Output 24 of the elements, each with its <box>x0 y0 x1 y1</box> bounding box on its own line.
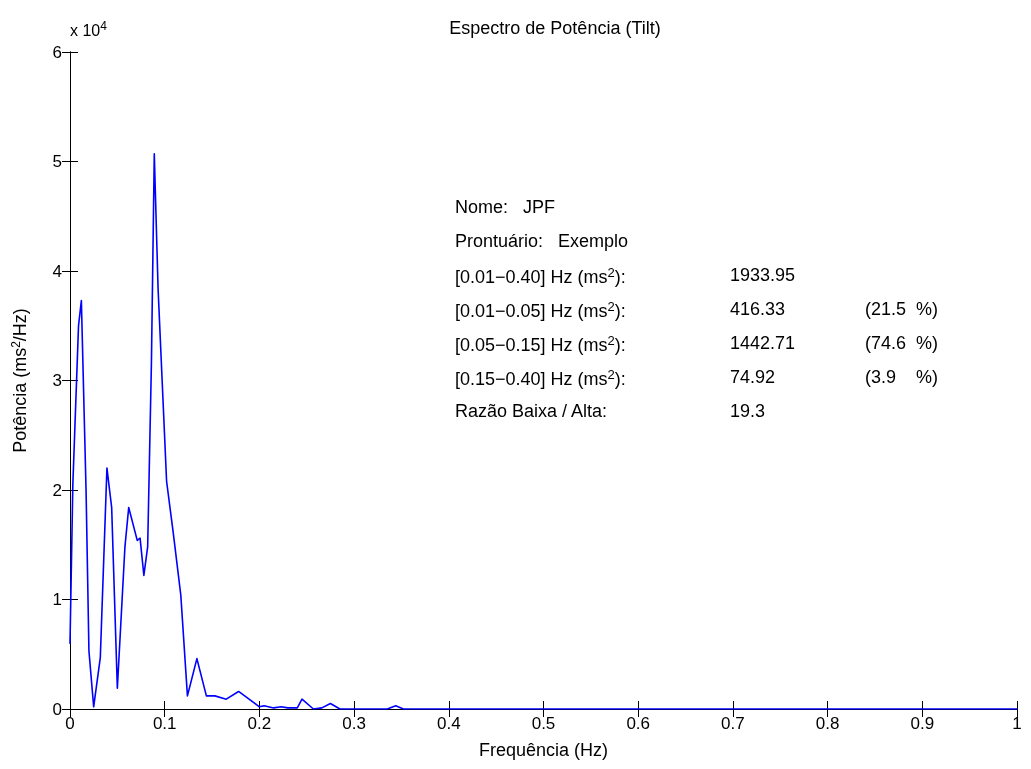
x-tick-label: 0.8 <box>815 714 840 733</box>
chart-title: Espectro de Potência (Tilt) <box>449 18 661 38</box>
y-tick-label: 2 <box>52 480 62 500</box>
y-tick-label: 3 <box>52 371 62 390</box>
line-series <box>69 153 1018 710</box>
y-tick-label: 4 <box>52 261 62 281</box>
annotation: Prontuário: Exemplo <box>455 231 629 251</box>
y-tick-label: 0 <box>52 699 62 719</box>
annotation: Nome: JPF <box>455 197 556 217</box>
x-tick-label: 0.3 <box>342 714 366 733</box>
x-tick-label: 0 <box>65 714 75 733</box>
x-tick-label: 0.9 <box>910 714 935 733</box>
x-tick-label: 0.4 <box>436 714 461 733</box>
x-tick-label: 0.2 <box>247 714 272 733</box>
text: Razão Baixa / Alta: 19.3 <box>455 401 766 421</box>
x-tick-label: 1 <box>1012 714 1022 733</box>
y-tick-label: 5 <box>52 152 62 171</box>
y-tick-label: 6 <box>52 42 62 62</box>
x-tick-label: 0.1 <box>152 714 177 733</box>
x-tick-label: 0.6 <box>626 714 651 733</box>
y-tick-label: 1 <box>52 590 62 609</box>
x-axis-title: Frequência (Hz) <box>478 740 609 760</box>
x-tick-label: 0.7 <box>721 714 745 733</box>
x-tick-label: 0.5 <box>531 714 556 733</box>
